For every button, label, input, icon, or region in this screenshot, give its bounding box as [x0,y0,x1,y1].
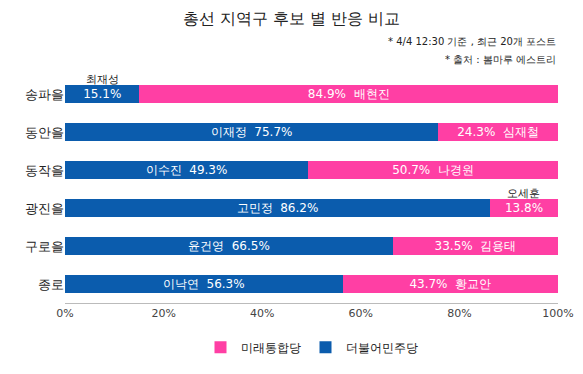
svg-text:24.3% 심재철: 24.3% 심재철 [457,125,539,139]
svg-text:43.7% 황교안: 43.7% 황교안 [409,277,491,291]
svg-text:60%: 60% [349,307,373,320]
svg-text:84.9% 배현진: 84.9% 배현진 [308,87,390,101]
svg-text:종로: 종로 [38,277,64,292]
svg-text:40%: 40% [250,307,274,320]
svg-text:50.7% 나경원: 50.7% 나경원 [392,163,474,177]
svg-text:이수진 49.3%: 이수진 49.3% [146,163,228,177]
svg-text:송파을: 송파을 [25,87,64,102]
svg-text:0%: 0% [56,307,73,320]
svg-text:더불어민주당: 더불어민주당 [346,341,418,355]
svg-text:고민정 86.2%: 고민정 86.2% [237,201,319,215]
svg-text:33.5% 김용태: 33.5% 김용태 [435,239,517,253]
svg-text:* 출처 : 봄마루 에스트리: * 출처 : 봄마루 에스트리 [445,54,556,65]
svg-text:구로을: 구로을 [25,239,64,254]
svg-text:총선 지역구 후보 별 반응 비교: 총선 지역구 후보 별 반응 비교 [183,9,400,28]
svg-text:동안을: 동안을 [25,125,64,140]
svg-text:이재정 75.7%: 이재정 75.7% [211,125,293,139]
svg-text:13.8%: 13.8% [505,201,543,215]
svg-text:20%: 20% [151,307,175,320]
svg-text:15.1%: 15.1% [83,87,121,101]
svg-text:이낙연 56.3%: 이낙연 56.3% [163,277,245,291]
svg-text:최재성: 최재성 [86,73,119,86]
svg-text:동작을: 동작을 [25,163,64,178]
svg-text:윤건영 66.5%: 윤건영 66.5% [188,239,270,253]
svg-text:광진을: 광진을 [25,201,64,216]
svg-text:80%: 80% [447,307,471,320]
svg-text:오세훈: 오세훈 [507,187,540,200]
svg-text:100%: 100% [542,307,573,320]
svg-text:* 4/4 12:30 기준 , 최근 20개 포스트: * 4/4 12:30 기준 , 최근 20개 포스트 [388,36,556,47]
svg-text:미래통합당: 미래통합당 [241,341,301,355]
